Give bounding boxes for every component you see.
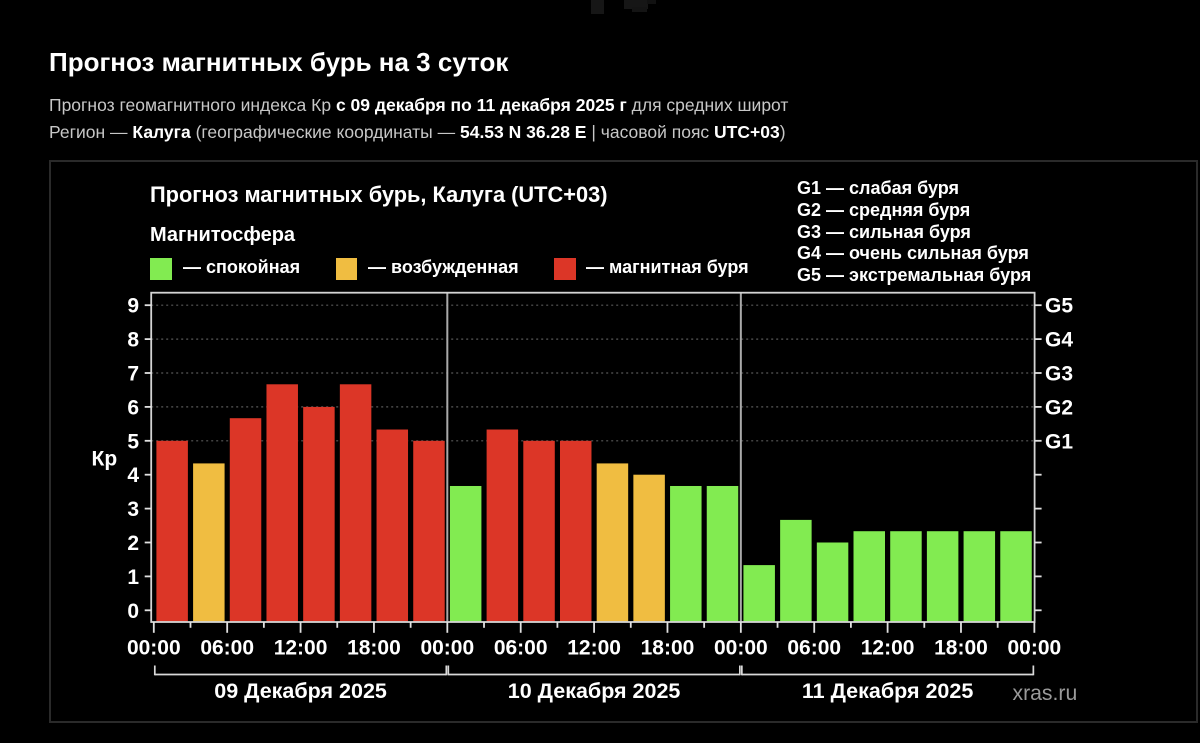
svg-text:G4: G4 [1045, 329, 1073, 352]
svg-text:7: 7 [127, 363, 139, 386]
svg-text:G2: G2 [1045, 396, 1073, 419]
svg-text:11 Декабря 2025: 11 Декабря 2025 [802, 679, 973, 703]
svg-text:3: 3 [127, 498, 139, 521]
svg-text:xras.ru: xras.ru [1013, 682, 1078, 705]
svg-text:1: 1 [127, 566, 139, 589]
svg-text:G3: G3 [1045, 363, 1073, 386]
svg-text:18:00: 18:00 [347, 636, 401, 659]
svg-text:09 Декабря 2025: 09 Декабря 2025 [214, 679, 387, 703]
svg-text:2: 2 [127, 532, 139, 555]
svg-text:G5: G5 [1045, 295, 1073, 318]
svg-text:12:00: 12:00 [567, 636, 621, 659]
svg-text:G1: G1 [1045, 430, 1073, 453]
svg-text:Кр: Кр [92, 448, 118, 471]
svg-text:18:00: 18:00 [641, 636, 695, 659]
svg-text:0: 0 [127, 600, 139, 623]
svg-text:5: 5 [127, 430, 139, 453]
svg-text:00:00: 00:00 [1008, 636, 1062, 659]
svg-text:00:00: 00:00 [420, 636, 474, 659]
svg-text:18:00: 18:00 [934, 636, 988, 659]
svg-text:00:00: 00:00 [714, 636, 768, 659]
svg-text:4: 4 [127, 464, 139, 487]
svg-text:6: 6 [127, 396, 139, 419]
svg-text:10 Декабря 2025: 10 Декабря 2025 [508, 679, 681, 703]
svg-text:06:00: 06:00 [494, 636, 548, 659]
svg-text:06:00: 06:00 [787, 636, 841, 659]
svg-text:9: 9 [127, 295, 139, 318]
svg-text:12:00: 12:00 [861, 636, 915, 659]
svg-text:00:00: 00:00 [127, 636, 181, 659]
svg-text:06:00: 06:00 [200, 636, 254, 659]
svg-text:8: 8 [127, 329, 139, 352]
svg-text:12:00: 12:00 [274, 636, 328, 659]
